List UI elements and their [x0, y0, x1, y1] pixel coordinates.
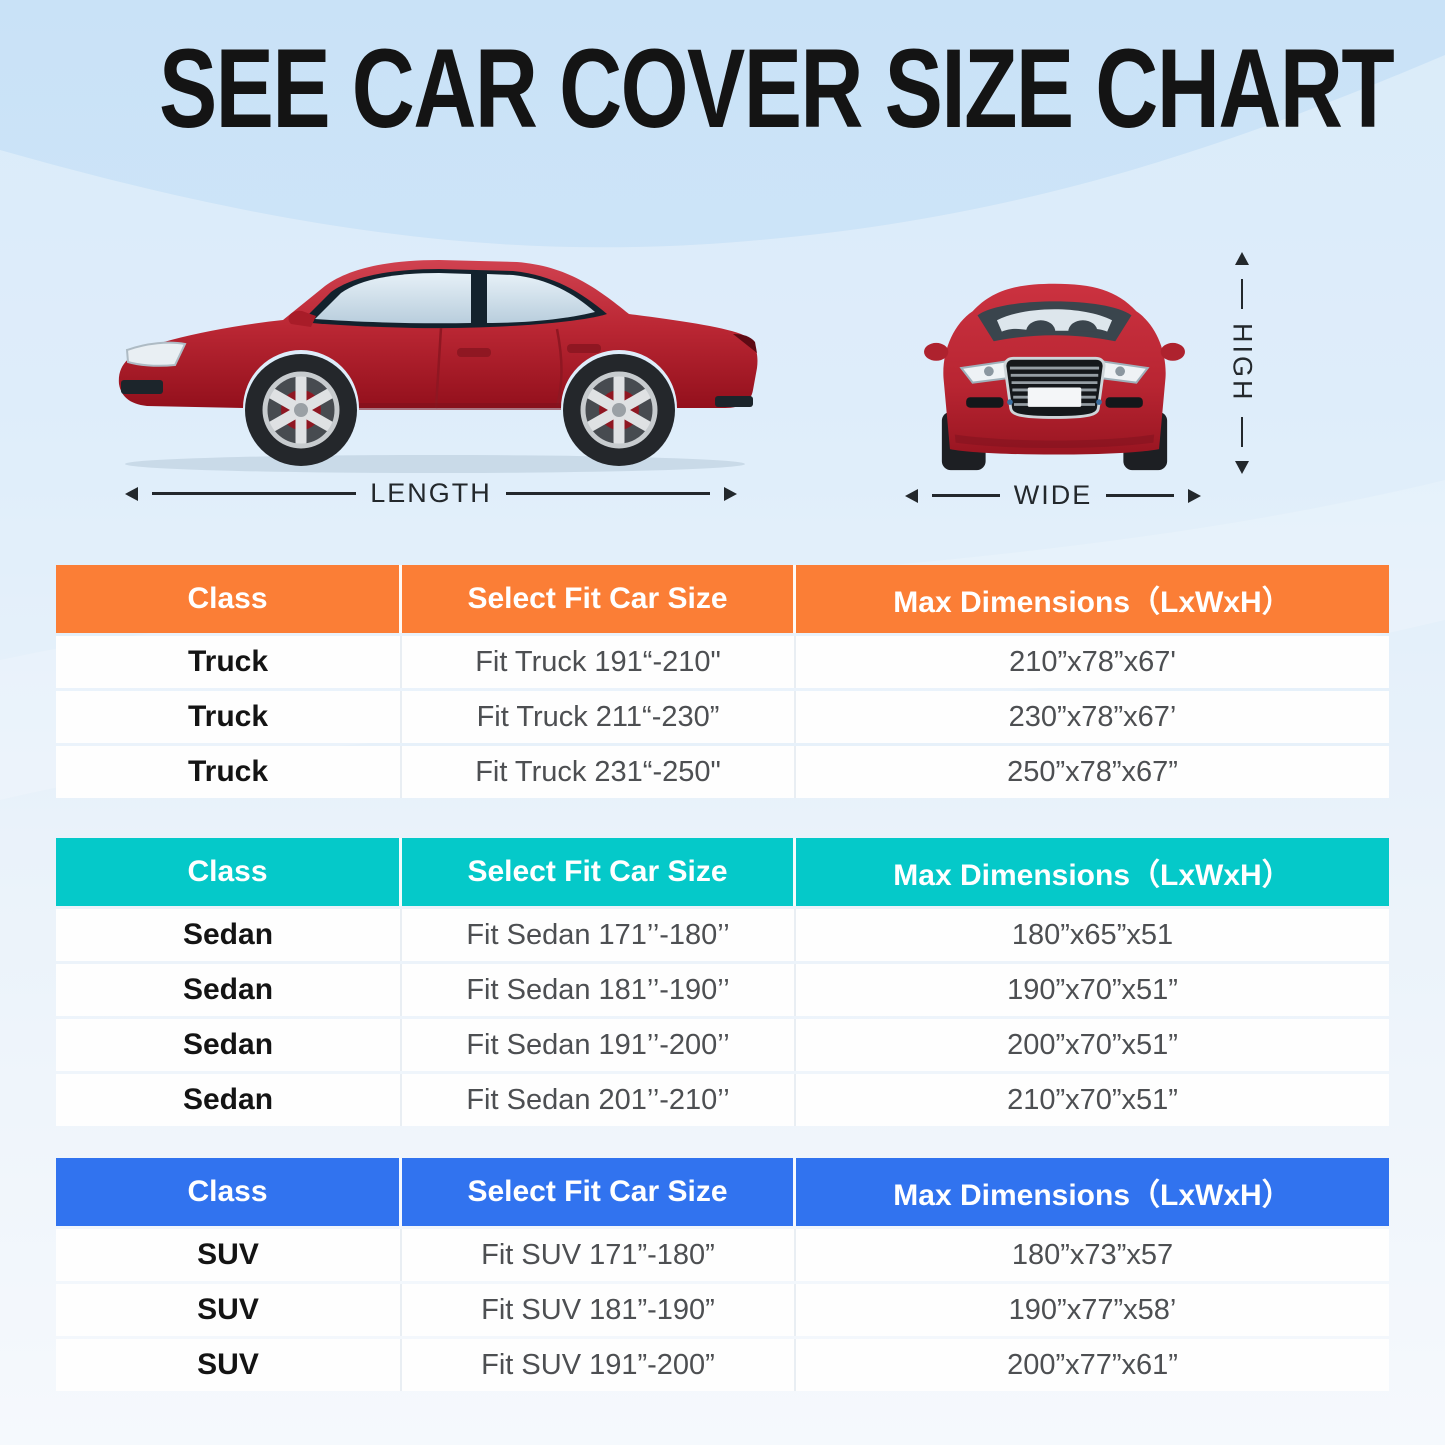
max-dimensions-cell: 190”x77”x58’ — [1008, 1293, 1177, 1326]
class-cell: SUV — [56, 1284, 402, 1336]
class-cell: Sedan — [56, 1019, 402, 1071]
arrow-line — [1240, 416, 1244, 447]
table-header-row: Class Select Fit Car Size Max Dimensions（L… — [56, 565, 1389, 633]
table-row: Sedan Fit Sedan 191’’-200’’ 200”x70”x51” — [56, 1019, 1389, 1071]
fit-size-cell: Fit Sedan 181’’-190’’ — [402, 964, 796, 1016]
table-row: Sedan Fit Sedan 201’’-210’’ 210”x70”x51” — [56, 1074, 1389, 1126]
table-header-row: Class Select Fit Car Size Max Dimensions（L… — [56, 838, 1389, 906]
class-cell: Truck — [56, 746, 402, 798]
truck-size-table: Class Select Fit Car Size Max Dimensions（L… — [56, 565, 1389, 798]
header-cell: Class — [56, 1158, 402, 1226]
max-dimensions-cell: 180”x73”x57 — [1011, 1238, 1174, 1271]
table-header-row: Class Select Fit Car Size Max Dimensions（L… — [56, 1158, 1389, 1226]
header-cell: Max Dimensions（LxWxH） — [893, 1179, 1292, 1212]
class-cell: Sedan — [56, 1074, 402, 1126]
fit-size-cell: Fit Sedan 171’’-180’’ — [402, 909, 796, 961]
max-dimensions-cell: 200”x77”x61” — [1007, 1348, 1178, 1381]
table-row: Sedan Fit Sedan 181’’-190’’ 190”x70”x51” — [56, 964, 1389, 1016]
header-cell: Max Dimensions（LxWxH） — [893, 586, 1292, 619]
arrowhead-left-icon — [125, 486, 138, 501]
front-view-car-illustration — [924, 283, 1185, 471]
arrow-line — [932, 494, 1000, 497]
wide-arrow: WIDE — [905, 480, 1201, 511]
header-cell: Select Fit Car Size — [402, 565, 796, 633]
max-dimensions-cell: 210”x70”x51” — [1007, 1083, 1178, 1116]
arrowhead-right-icon — [724, 486, 737, 501]
class-cell: Sedan — [56, 909, 402, 961]
max-dimensions-cell: 230”x78”x67’ — [1008, 700, 1177, 733]
arrow-line — [505, 492, 710, 495]
class-cell: SUV — [56, 1339, 402, 1391]
header-cell: Select Fit Car Size — [402, 1158, 796, 1226]
max-dimensions-cell: 200”x70”x51” — [1007, 1028, 1178, 1061]
table-row: Truck Fit Truck 191“-210" 210”x78”x67' — [56, 636, 1389, 688]
class-cell: SUV — [56, 1229, 402, 1281]
max-dimensions-cell: 250”x78”x67” — [1007, 755, 1178, 788]
fit-size-cell: Fit Truck 191“-210" — [402, 636, 796, 688]
fit-size-cell: Fit Truck 211“-230” — [402, 691, 796, 743]
arrowhead-left-icon — [905, 488, 918, 503]
fit-size-cell: Fit Sedan 201’’-210’’ — [402, 1074, 796, 1126]
max-dimensions-cell: 190”x70”x51” — [1007, 973, 1178, 1006]
header-cell: Class — [56, 838, 402, 906]
table-row: Truck Fit Truck 231“-250" 250”x78”x67” — [56, 746, 1389, 798]
table-row: SUV Fit SUV 181”-190” 190”x77”x58’ — [56, 1284, 1389, 1336]
fit-size-cell: Fit SUV 191”-200” — [402, 1339, 796, 1391]
arrow-line — [1240, 279, 1244, 310]
class-cell: Sedan — [56, 964, 402, 1016]
class-cell: Truck — [56, 636, 402, 688]
header-cell: Class — [56, 565, 402, 633]
length-label: LENGTH — [370, 478, 492, 508]
arrowhead-down-icon — [1235, 461, 1249, 474]
rear-wheel-icon — [563, 354, 675, 466]
header-cell: Max Dimensions（LxWxH） — [893, 859, 1292, 892]
arrowhead-right-icon — [1188, 488, 1201, 503]
table-row: Sedan Fit Sedan 171’’-180’’ 180”x65”x51 — [56, 909, 1389, 961]
high-arrow: HIGH — [1227, 252, 1258, 474]
wide-label: WIDE — [1013, 480, 1093, 510]
fit-size-cell: Fit Sedan 191’’-200’’ — [402, 1019, 796, 1071]
max-dimensions-cell: 180”x65”x51 — [1011, 918, 1174, 951]
high-label: HIGH — [1227, 323, 1258, 403]
table-row: Truck Fit Truck 211“-230” 230”x78”x67’ — [56, 691, 1389, 743]
front-wheel-icon — [245, 354, 357, 466]
side-view-car-illustration — [118, 260, 758, 473]
sedan-size-table: Class Select Fit Car Size Max Dimensions（L… — [56, 838, 1389, 1126]
max-dimensions-cell: 210”x78”x67' — [1009, 645, 1176, 678]
fit-size-cell: Fit Truck 231“-250" — [402, 746, 796, 798]
arrow-line — [1106, 494, 1174, 497]
class-cell: Truck — [56, 691, 402, 743]
fit-size-cell: Fit SUV 171”-180” — [402, 1229, 796, 1281]
fit-size-cell: Fit SUV 181”-190” — [402, 1284, 796, 1336]
page-title: SEE CAR COVER SIZE CHART — [158, 26, 1395, 151]
arrow-line — [152, 492, 357, 495]
arrowhead-up-icon — [1235, 252, 1249, 265]
suv-size-table: Class Select Fit Car Size Max Dimensions（L… — [56, 1158, 1389, 1391]
table-row: SUV Fit SUV 171”-180” 180”x73”x57 — [56, 1229, 1389, 1281]
header-cell: Select Fit Car Size — [402, 838, 796, 906]
table-row: SUV Fit SUV 191”-200” 200”x77”x61” — [56, 1339, 1389, 1391]
length-arrow: LENGTH — [125, 478, 737, 509]
